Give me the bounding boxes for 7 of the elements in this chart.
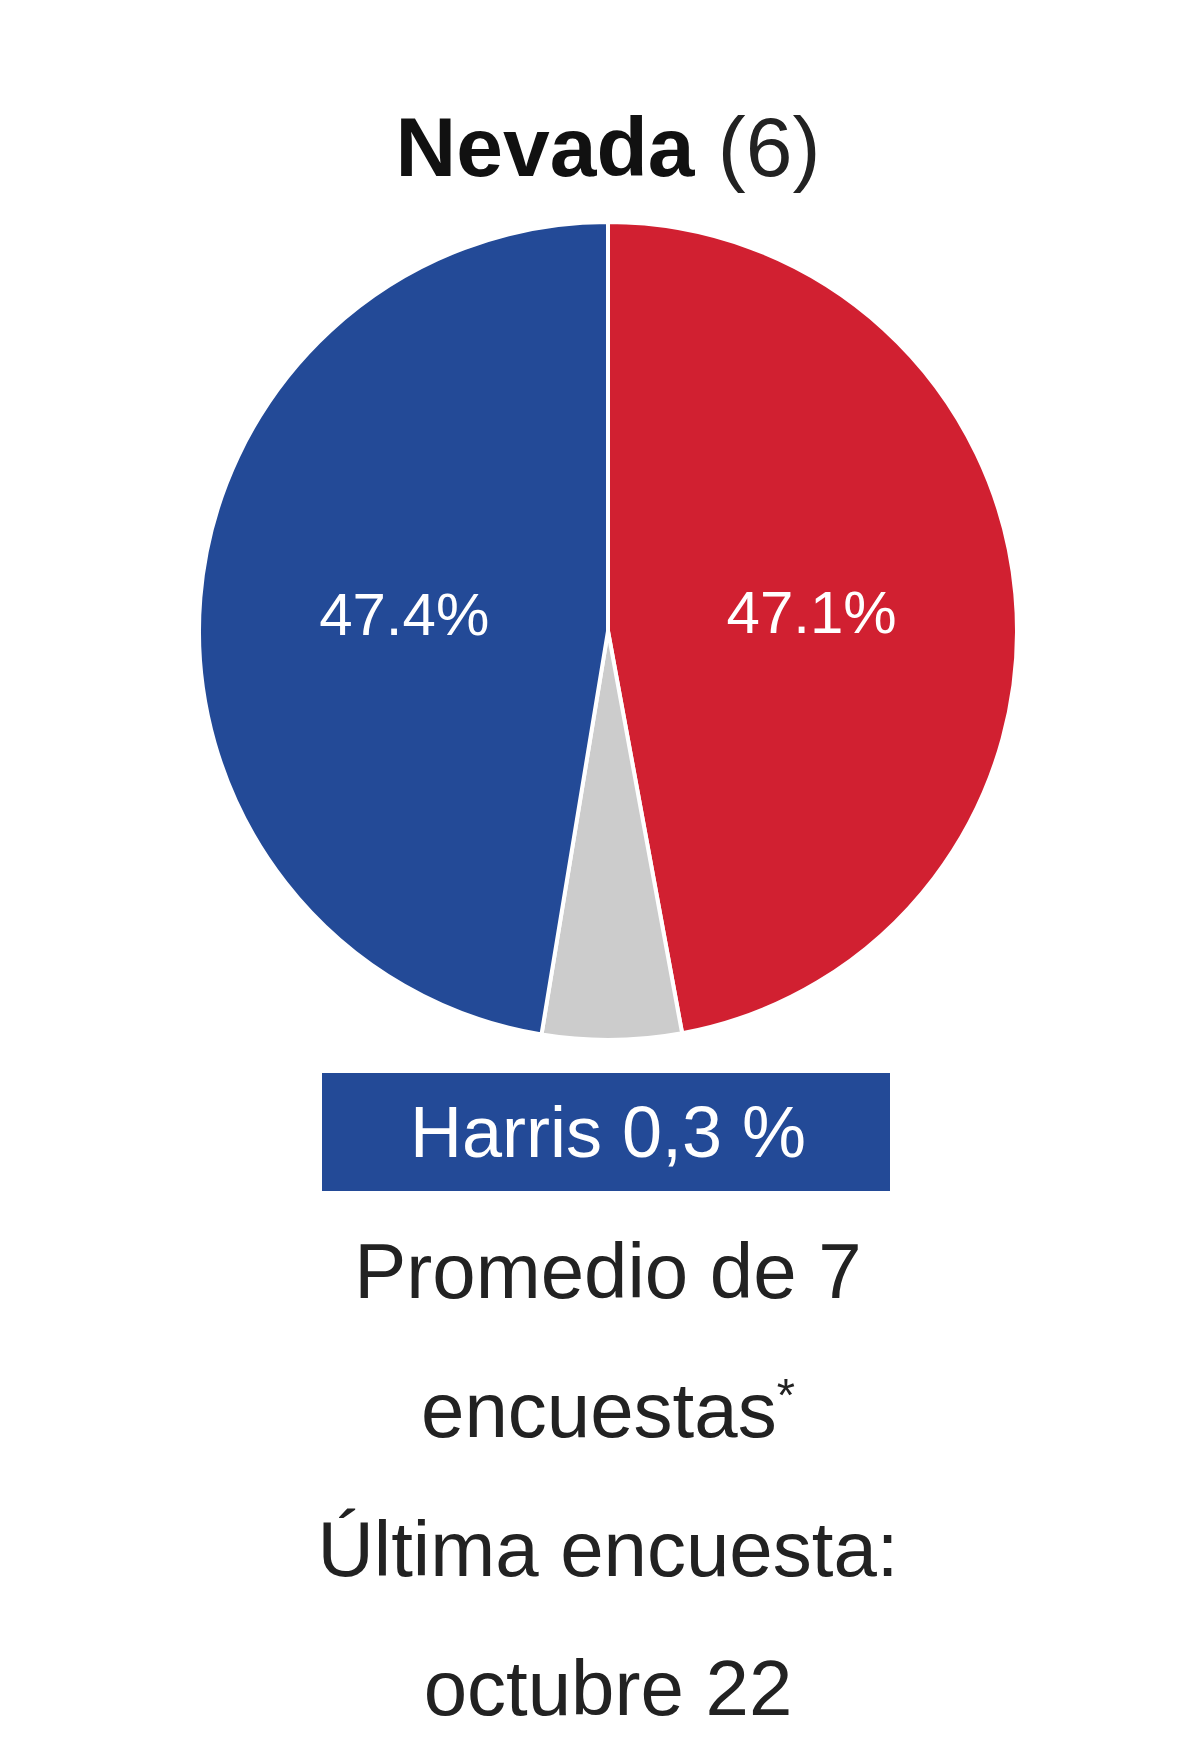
text: Harris 0,3 % (409, 1092, 807, 1173)
data-label: 47.4% (319, 581, 490, 649)
text: Promedio de 7 encuestas$^{*}$ (354, 1227, 862, 1455)
text: Última encuesta: octubre 22 (317, 1505, 899, 1733)
chart-title: Nevada (395, 100, 696, 194)
data-label: 47.1% (726, 579, 897, 647)
chart-subtitle: (6) (694, 100, 821, 194)
